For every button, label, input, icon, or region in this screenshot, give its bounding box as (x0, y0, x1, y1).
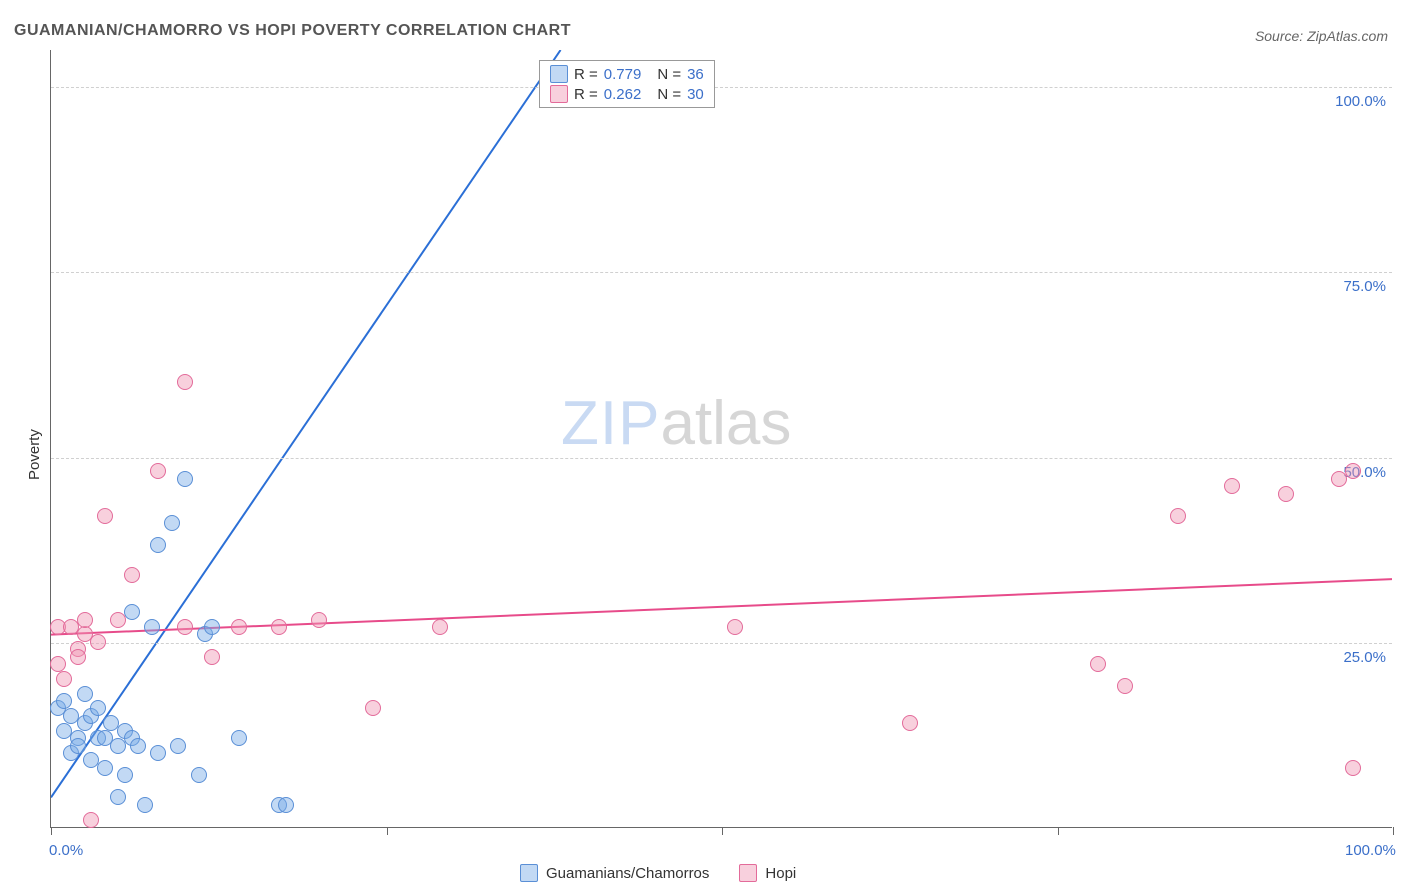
scatter-point-guamanian (177, 471, 193, 487)
scatter-point-guamanian (97, 760, 113, 776)
scatter-point-guamanian (77, 686, 93, 702)
gridline-h (51, 458, 1392, 459)
scatter-point-hopi (311, 612, 327, 628)
legend-item-hopi[interactable]: Hopi (739, 864, 796, 882)
y-tick-label: 25.0% (1343, 649, 1386, 666)
scatter-point-hopi (177, 619, 193, 635)
x-tick-mark (51, 827, 52, 835)
scatter-point-guamanian (164, 515, 180, 531)
watermark-zip: ZIP (561, 389, 660, 458)
trend-line-hopi (51, 579, 1392, 635)
x-tick-mark (722, 827, 723, 835)
scatter-point-guamanian (70, 738, 86, 754)
scatter-point-hopi (83, 812, 99, 828)
source-attribution: Source: ZipAtlas.com (1255, 28, 1388, 44)
watermark-atlas: atlas (660, 389, 791, 458)
scatter-point-hopi (1345, 760, 1361, 776)
scatter-point-guamanian (90, 700, 106, 716)
scatter-point-guamanian (144, 619, 160, 635)
scatter-point-hopi (97, 508, 113, 524)
scatter-point-hopi (70, 649, 86, 665)
x-tick-mark (1393, 827, 1394, 835)
scatter-point-hopi (110, 612, 126, 628)
stats-swatch-guamanian (550, 65, 568, 83)
scatter-point-hopi (1170, 508, 1186, 524)
stats-n-label: N = (657, 66, 681, 83)
stats-r-value-hopi: 0.262 (604, 86, 642, 103)
stats-n-value-guamanian: 36 (687, 66, 704, 83)
stats-swatch-hopi (550, 85, 568, 103)
scatter-point-hopi (231, 619, 247, 635)
scatter-point-guamanian (278, 797, 294, 813)
scatter-point-hopi (177, 374, 193, 390)
plot-area: ZIPatlas 25.0%50.0%75.0%100.0%0.0%100.0% (50, 50, 1392, 828)
trend-line-guamanian (51, 50, 561, 797)
bottom-legend: Guamanians/Chamorros Hopi (520, 864, 796, 882)
legend-swatch-hopi (739, 864, 757, 882)
legend-label-hopi: Hopi (765, 865, 796, 882)
scatter-point-guamanian (150, 745, 166, 761)
scatter-point-guamanian (204, 619, 220, 635)
scatter-point-hopi (77, 612, 93, 628)
chart-title: GUAMANIAN/CHAMORRO VS HOPI POVERTY CORRE… (14, 22, 571, 40)
scatter-point-hopi (56, 671, 72, 687)
scatter-point-hopi (727, 619, 743, 635)
legend-label-guamanian: Guamanians/Chamorros (546, 865, 709, 882)
scatter-point-hopi (50, 656, 66, 672)
source-value: ZipAtlas.com (1307, 28, 1388, 44)
gridline-h (51, 272, 1392, 273)
scatter-point-hopi (150, 463, 166, 479)
gridline-h (51, 87, 1392, 88)
chart-container: GUAMANIAN/CHAMORRO VS HOPI POVERTY CORRE… (0, 0, 1406, 892)
stats-r-label: R = (574, 86, 598, 103)
gridline-h (51, 643, 1392, 644)
scatter-point-guamanian (130, 738, 146, 754)
scatter-point-hopi (271, 619, 287, 635)
x-tick-label: 100.0% (1345, 842, 1396, 859)
stats-legend-box: R = 0.779 N = 36 R = 0.262 N = 30 (539, 60, 715, 108)
stats-r-label: R = (574, 66, 598, 83)
scatter-point-guamanian (110, 789, 126, 805)
source-label: Source: (1255, 28, 1303, 44)
legend-swatch-guamanian (520, 864, 538, 882)
scatter-point-guamanian (170, 738, 186, 754)
scatter-point-hopi (1345, 463, 1361, 479)
y-tick-label: 100.0% (1335, 93, 1386, 110)
scatter-point-guamanian (137, 797, 153, 813)
scatter-point-guamanian (191, 767, 207, 783)
watermark: ZIPatlas (561, 388, 791, 459)
scatter-point-hopi (204, 649, 220, 665)
trend-lines (51, 50, 1392, 827)
scatter-point-hopi (432, 619, 448, 635)
scatter-point-guamanian (56, 693, 72, 709)
y-tick-label: 75.0% (1343, 278, 1386, 295)
scatter-point-guamanian (117, 767, 133, 783)
legend-item-guamanian[interactable]: Guamanians/Chamorros (520, 864, 709, 882)
stats-r-value-guamanian: 0.779 (604, 66, 642, 83)
x-tick-mark (1058, 827, 1059, 835)
x-tick-mark (387, 827, 388, 835)
scatter-point-guamanian (150, 537, 166, 553)
scatter-point-hopi (365, 700, 381, 716)
scatter-point-hopi (1117, 678, 1133, 694)
stats-n-label: N = (657, 86, 681, 103)
scatter-point-hopi (1224, 478, 1240, 494)
y-axis-label: Poverty (26, 429, 43, 480)
stats-n-value-hopi: 30 (687, 86, 704, 103)
scatter-point-hopi (90, 634, 106, 650)
scatter-point-guamanian (231, 730, 247, 746)
scatter-point-hopi (1278, 486, 1294, 502)
scatter-point-hopi (124, 567, 140, 583)
x-tick-label: 0.0% (49, 842, 83, 859)
scatter-point-hopi (1090, 656, 1106, 672)
scatter-point-hopi (902, 715, 918, 731)
